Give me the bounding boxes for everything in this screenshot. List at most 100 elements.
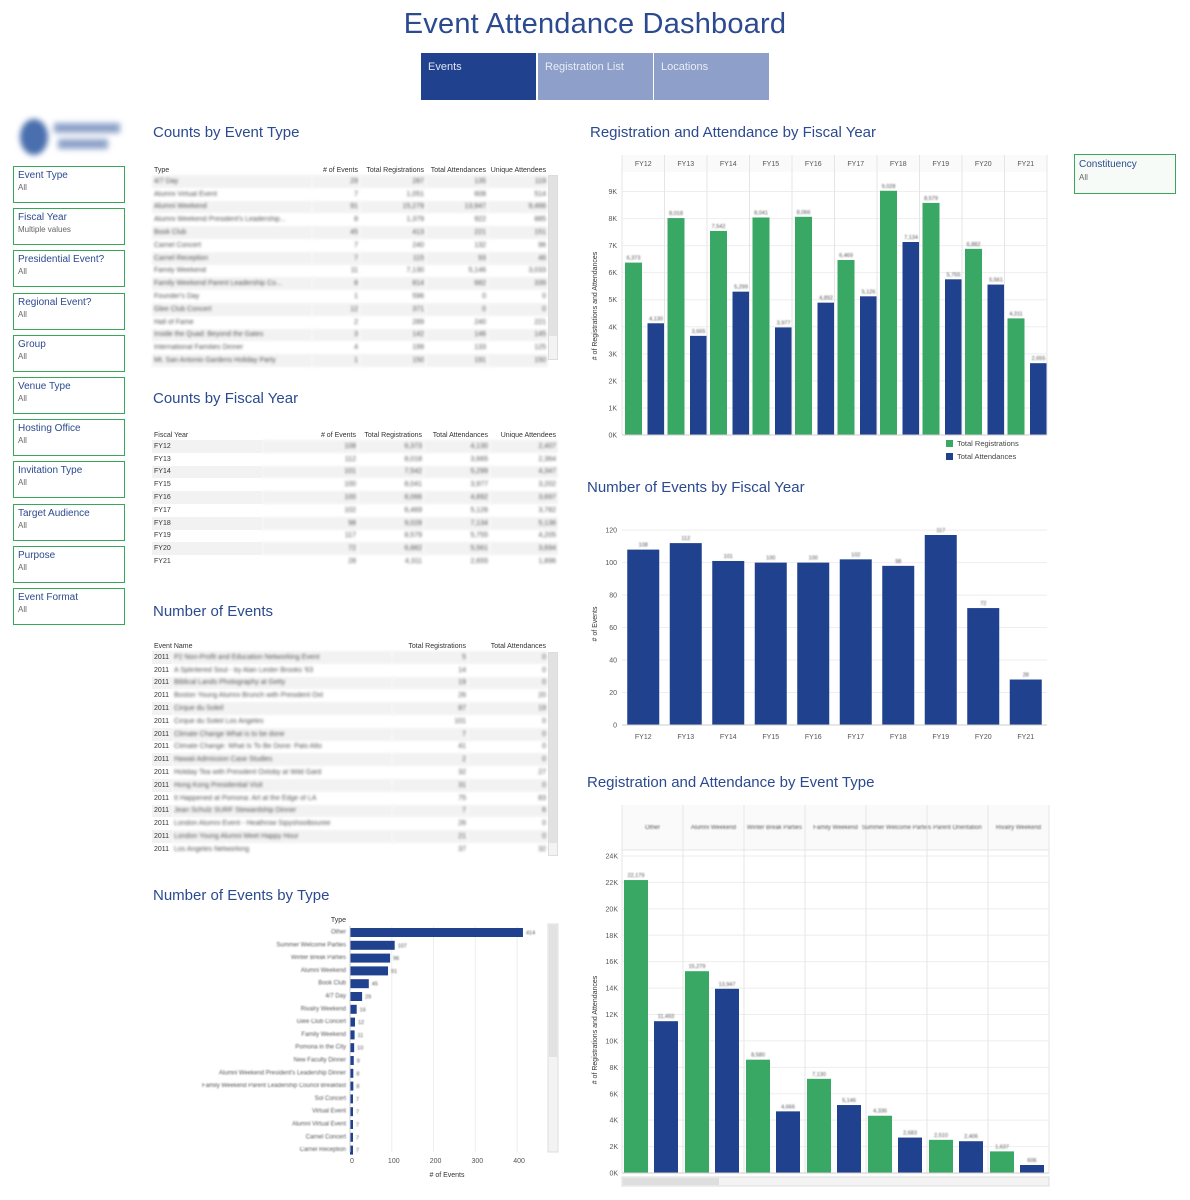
bar-events[interactable] bbox=[627, 549, 660, 725]
table-row[interactable]: 2011 Biblical Lands Photography at Getty 1… bbox=[152, 676, 548, 690]
bar-registrations[interactable] bbox=[922, 202, 940, 435]
filter-venue-type[interactable]: Venue Type All bbox=[13, 377, 125, 414]
bar-events[interactable] bbox=[797, 562, 830, 725]
bar-events[interactable] bbox=[350, 1068, 354, 1078]
bar-events[interactable] bbox=[350, 953, 391, 963]
filter-group[interactable]: Group All bbox=[13, 334, 125, 372]
table-row[interactable]: Alumni Weekend President's Leadership...… bbox=[152, 213, 548, 226]
counts-by-type-scrollbar[interactable] bbox=[548, 175, 558, 360]
bar-attendances[interactable] bbox=[987, 284, 1005, 435]
table-row[interactable]: FY13 112 8,018 3,665 2,364 bbox=[152, 453, 558, 466]
bar-registrations[interactable] bbox=[929, 1139, 953, 1173]
table-row[interactable]: Alumni Virtual Event 7 1,051 608 514 bbox=[152, 188, 548, 201]
table-row[interactable]: 2011 Climate Change What is to be done 7 0 bbox=[152, 727, 548, 741]
bar-events[interactable] bbox=[350, 1056, 354, 1065]
table-row[interactable]: Carnel Reception 7 115 93 46 bbox=[152, 251, 548, 265]
filter-regional-event[interactable]: Regional Event? All bbox=[13, 292, 125, 330]
bar-attendances[interactable] bbox=[647, 323, 665, 435]
bar-attendances[interactable] bbox=[775, 327, 792, 435]
table-row[interactable]: FY12 108 6,373 4,130 2,407 bbox=[152, 440, 558, 453]
bar-events[interactable] bbox=[967, 608, 1000, 725]
table-row[interactable]: Mt. San Antonio Gardens Holiday Party 1 15… bbox=[152, 354, 548, 367]
table-row[interactable]: 2011 It Happened at Pomona: Art at the Ed… bbox=[152, 792, 548, 805]
table-row[interactable]: 2011 Cirque du Soleil 87 19 bbox=[152, 702, 548, 715]
bar-events[interactable] bbox=[350, 1004, 357, 1014]
table-row[interactable]: Founder's Day 1 596 0 0 bbox=[152, 290, 548, 303]
bar-events[interactable] bbox=[350, 1132, 353, 1142]
filter-event-type[interactable]: Event Type All bbox=[13, 166, 125, 203]
filter-hosting-office[interactable]: Hosting Office All bbox=[13, 419, 125, 457]
number-of-events-scrollbar[interactable] bbox=[548, 652, 558, 856]
bar-events[interactable] bbox=[350, 966, 389, 976]
table-row[interactable]: Family Weekend 11 7,130 5,146 3,033 bbox=[152, 265, 548, 278]
bar-events[interactable] bbox=[924, 534, 957, 725]
bar-events[interactable] bbox=[350, 1043, 355, 1053]
bar-events[interactable] bbox=[350, 928, 523, 937]
bar-events[interactable] bbox=[350, 979, 369, 989]
bar-registrations[interactable] bbox=[990, 1151, 1014, 1173]
bar-events[interactable] bbox=[350, 992, 363, 1001]
table-row[interactable]: FY21 28 4,311 2,655 1,896 bbox=[152, 555, 558, 568]
bar-attendances[interactable] bbox=[690, 335, 707, 435]
table-row[interactable]: Family Weekend Parent Leadership Co... 8 8… bbox=[152, 277, 548, 291]
bar-registrations[interactable] bbox=[795, 216, 812, 435]
bar-events[interactable] bbox=[839, 559, 872, 725]
tab-locations[interactable]: Locations bbox=[654, 53, 769, 100]
table-row[interactable]: 4/7 Day 29 287 135 119 bbox=[152, 175, 548, 188]
table-row[interactable]: 2011 Los Angeles Networking 37 32 bbox=[152, 843, 548, 856]
bar-events[interactable] bbox=[350, 1081, 354, 1091]
bar-registrations[interactable] bbox=[752, 217, 770, 435]
bar-events[interactable] bbox=[350, 1030, 355, 1040]
bar-events[interactable] bbox=[350, 1145, 353, 1155]
bar-events[interactable] bbox=[669, 543, 702, 725]
bar-events[interactable] bbox=[1009, 679, 1042, 725]
bar-registrations[interactable] bbox=[685, 971, 709, 1173]
table-row[interactable]: Glee Club Concert 12 371 0 0 bbox=[152, 302, 548, 316]
horizontal-scrollbar[interactable] bbox=[621, 1176, 1050, 1187]
bar-registrations[interactable] bbox=[880, 190, 897, 435]
bar-events[interactable] bbox=[350, 1094, 353, 1104]
bar-events[interactable] bbox=[350, 1107, 353, 1117]
bar-attendances[interactable] bbox=[902, 242, 920, 435]
bar-registrations[interactable] bbox=[807, 1078, 831, 1173]
table-row[interactable]: FY14 101 7,542 5,299 4,347 bbox=[152, 465, 558, 479]
bar-events[interactable] bbox=[350, 1017, 356, 1027]
bar-attendances[interactable] bbox=[1020, 1164, 1044, 1173]
table-row[interactable]: FY16 100 8,066 4,892 3,697 bbox=[152, 491, 558, 504]
table-row[interactable]: Carnel Concert 7 240 132 96 bbox=[152, 239, 548, 252]
table-row[interactable]: 2011 Hong Kong Presidential Visit 31 0 bbox=[152, 778, 548, 792]
table-row[interactable]: FY18 98 9,028 7,134 5,136 bbox=[152, 516, 558, 530]
bar-attendances[interactable] bbox=[776, 1111, 800, 1173]
table-row[interactable]: Inside the Quad: Beyond the Gates 3 142 146… bbox=[152, 328, 548, 342]
bar-attendances[interactable] bbox=[860, 296, 877, 435]
bar-attendances[interactable] bbox=[1030, 363, 1047, 435]
bar-attendances[interactable] bbox=[959, 1141, 983, 1173]
filter-purpose[interactable]: Purpose All bbox=[13, 545, 125, 583]
table-row[interactable]: 2011 Climate Change: What Is To Be Done: … bbox=[152, 741, 548, 754]
bar-attendances[interactable] bbox=[837, 1105, 861, 1173]
table-row[interactable]: International Families Dinner 4 199 133 125 bbox=[152, 341, 548, 354]
bar-registrations[interactable] bbox=[746, 1059, 770, 1173]
bar-attendances[interactable] bbox=[654, 1021, 678, 1173]
bar-registrations[interactable] bbox=[710, 230, 727, 435]
scrollbar-thumb[interactable] bbox=[549, 925, 557, 1057]
bar-events[interactable] bbox=[882, 565, 915, 725]
bar-attendances[interactable] bbox=[732, 291, 750, 435]
table-row[interactable]: FY15 100 8,041 3,977 3,202 bbox=[152, 478, 558, 491]
filter-constituency[interactable]: Constituency All bbox=[1074, 154, 1176, 194]
bar-attendances[interactable] bbox=[817, 302, 835, 435]
bar-events[interactable] bbox=[350, 940, 395, 950]
table-row[interactable]: 2011 Hawaii Admission Case Studies 2 0 bbox=[152, 753, 548, 767]
table-row[interactable]: FY20 72 6,882 5,561 3,694 bbox=[152, 542, 558, 556]
bar-registrations[interactable] bbox=[965, 248, 982, 435]
bar-events[interactable] bbox=[754, 562, 787, 725]
table-row[interactable]: Hall of Fame 2 289 240 221 bbox=[152, 316, 548, 329]
table-row[interactable]: Alumni Weekend 91 15,279 13,947 9,466 bbox=[152, 200, 548, 214]
bar-events[interactable] bbox=[350, 1120, 353, 1129]
table-row[interactable]: Book Club 45 413 221 151 bbox=[152, 226, 548, 239]
table-row[interactable]: 2011 P2 Non-Profit and Education Networki… bbox=[152, 651, 548, 664]
table-row[interactable]: 2011 Holiday Tea with President Oxtoby at… bbox=[152, 766, 548, 779]
bar-registrations[interactable] bbox=[625, 262, 642, 435]
bar-registrations[interactable] bbox=[667, 218, 685, 435]
tab-events[interactable]: Events bbox=[421, 53, 536, 100]
